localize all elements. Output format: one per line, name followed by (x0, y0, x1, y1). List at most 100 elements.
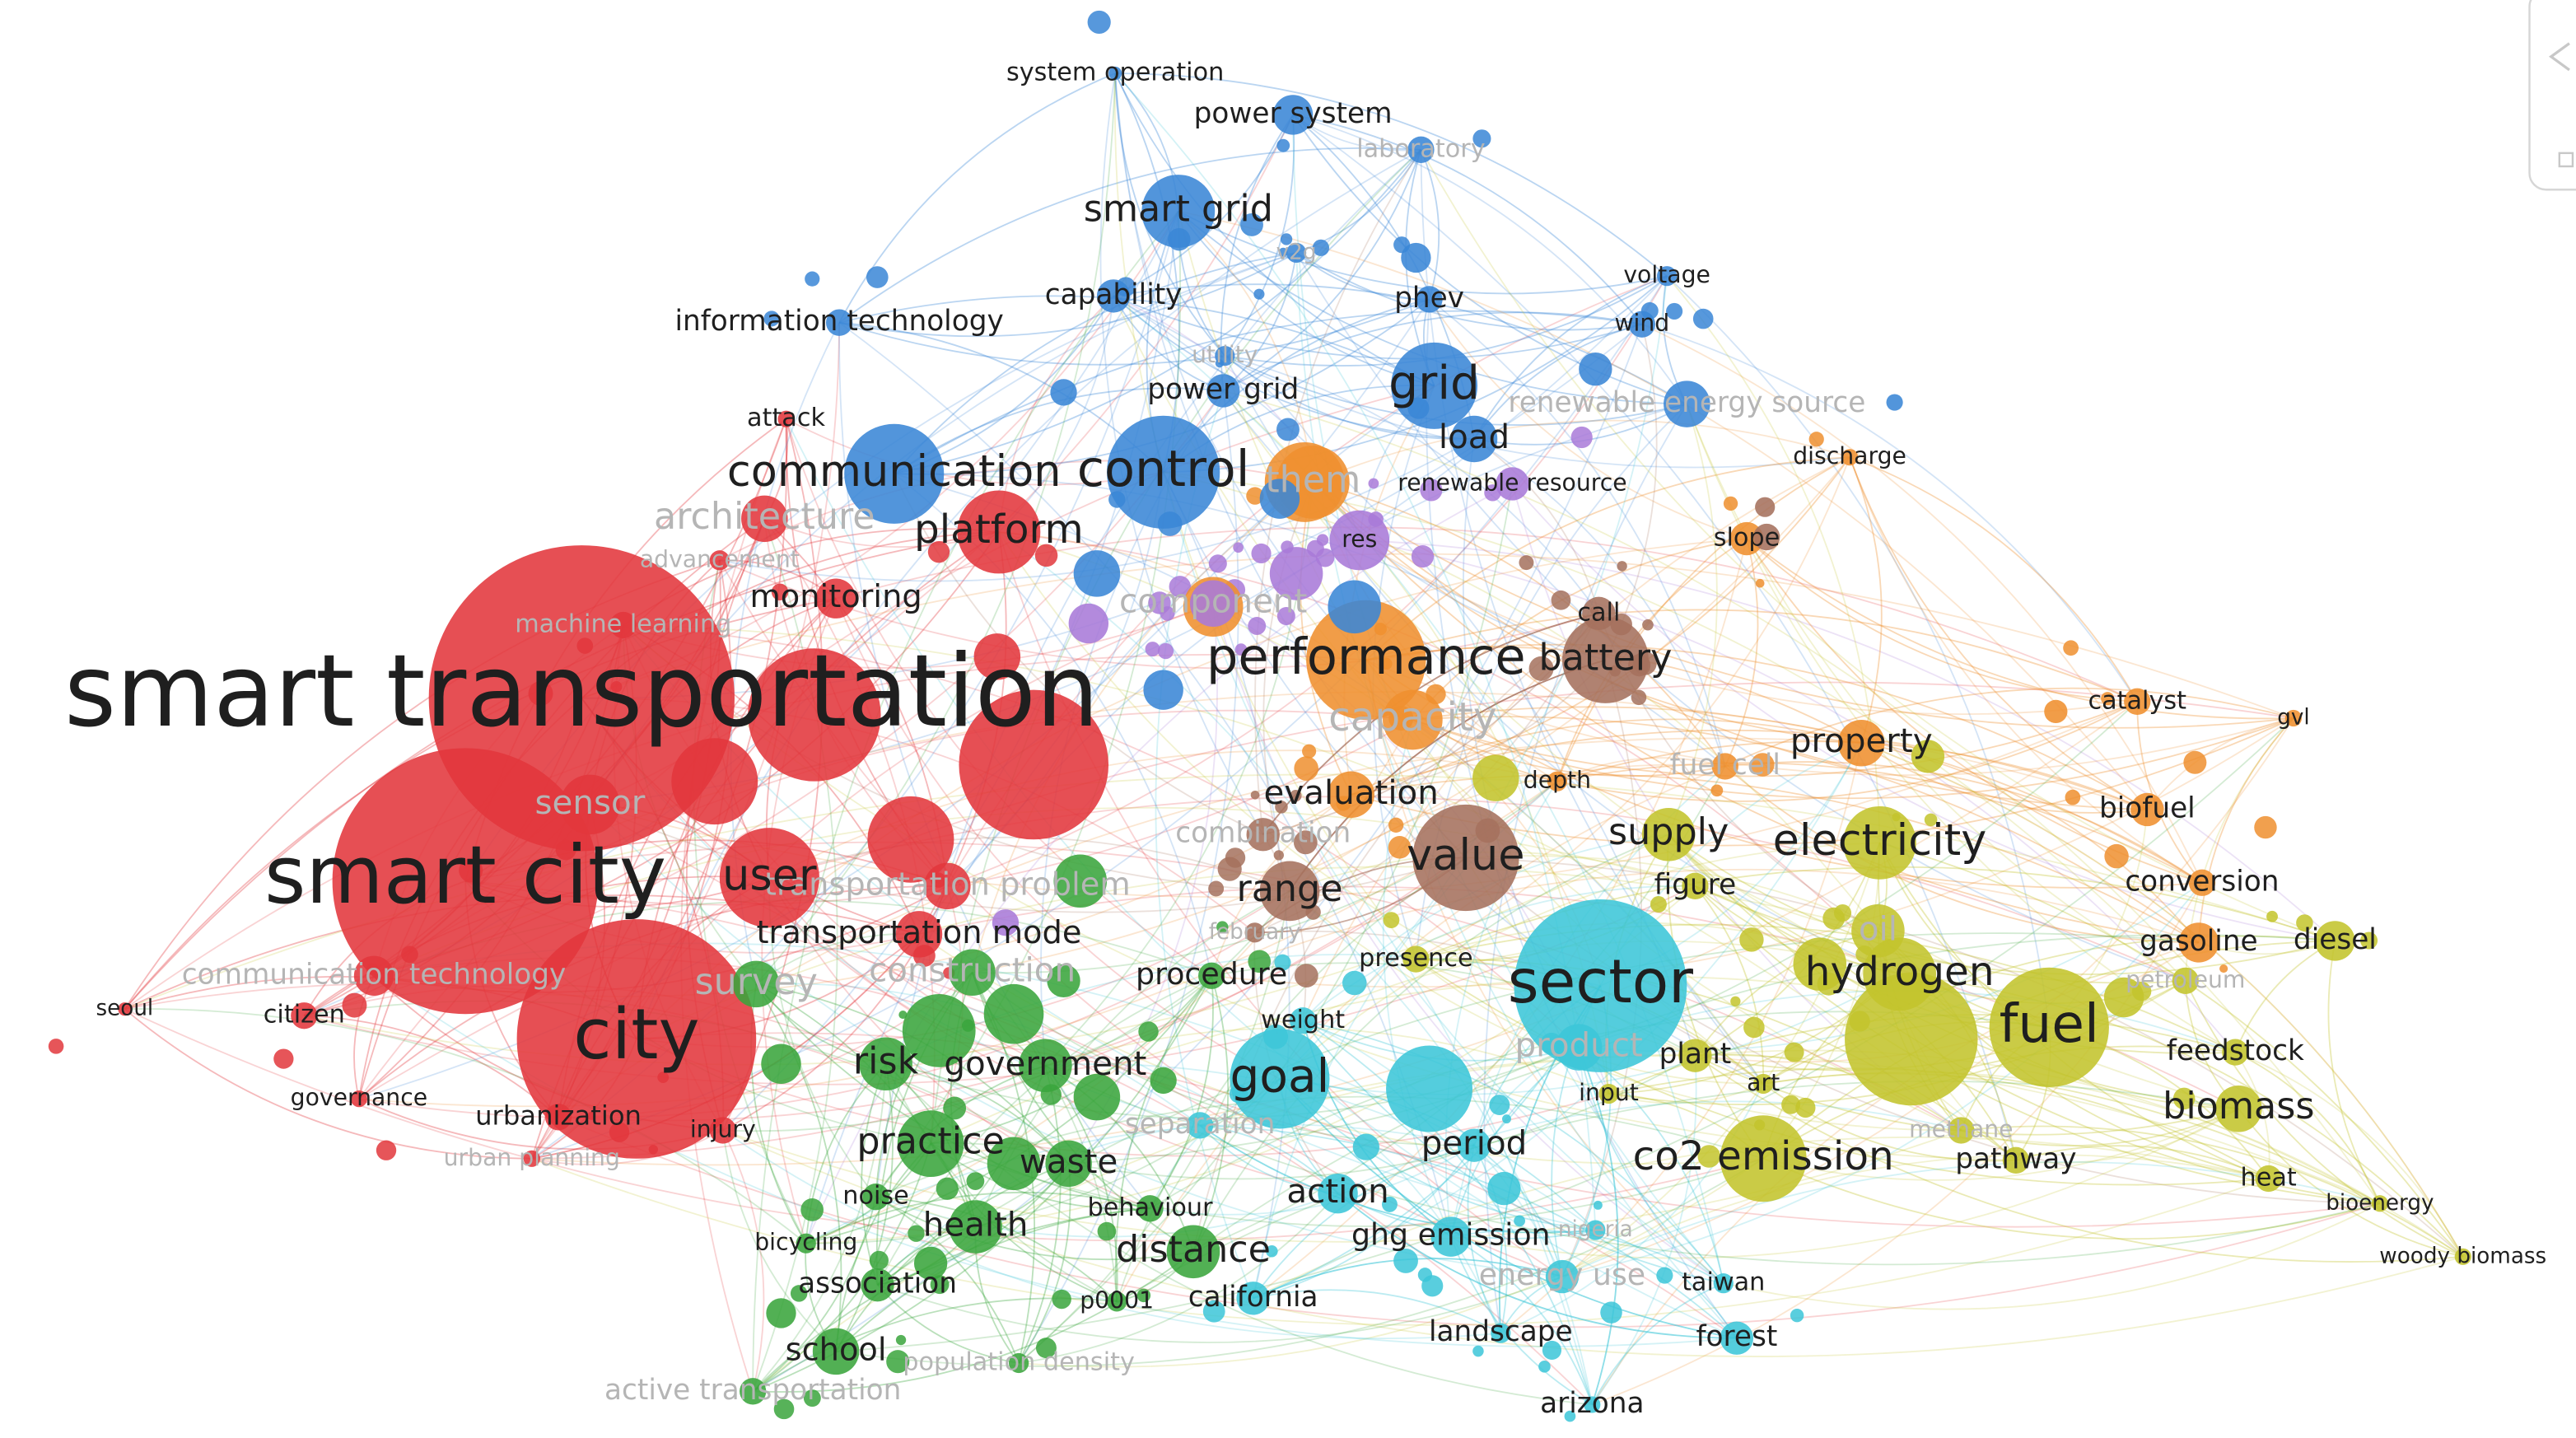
node-label: action (1286, 1172, 1388, 1211)
edge (1860, 742, 2148, 814)
edge (1578, 1046, 1724, 1284)
node-label: energy use (1479, 1257, 1645, 1292)
edge (1412, 716, 2200, 944)
node-circle (1318, 1173, 1358, 1214)
edge (721, 1130, 837, 1352)
node-circle (1312, 239, 1330, 256)
edge (1723, 1202, 2381, 1310)
edge (1695, 885, 2336, 975)
edge (1608, 1067, 2381, 1205)
edge (1365, 660, 1724, 1284)
node-circle (1034, 544, 1058, 567)
node-label: citizen (264, 1001, 345, 1029)
edge (836, 717, 2294, 1352)
panel-icon[interactable] (2558, 152, 2574, 168)
node-label: figure (1654, 868, 1737, 901)
edge (1849, 456, 2203, 884)
edge (805, 1192, 1150, 1244)
edge (785, 418, 1738, 1339)
edge (894, 149, 1422, 475)
node-circle (2124, 688, 2151, 715)
edge (1668, 404, 1718, 835)
node-label: property (1790, 721, 1933, 760)
edge (1668, 833, 1900, 975)
edge (1449, 1046, 1580, 1237)
node-circle (1628, 310, 1655, 338)
edge (1473, 438, 1600, 614)
edge (930, 1142, 1764, 1227)
node-circle (2104, 843, 2129, 869)
node-circle (1329, 510, 1390, 571)
node-circle (869, 1250, 889, 1271)
node-label: distance (1116, 1229, 1271, 1271)
node-circle (1383, 689, 1443, 750)
node-circle (1911, 740, 1945, 773)
edge (358, 931, 1256, 1119)
node-circle (1412, 804, 1519, 912)
node-circle (1240, 212, 1263, 236)
node-circle (805, 271, 820, 287)
edge (861, 1063, 887, 1286)
edge (785, 418, 1212, 977)
edge (1044, 1064, 2381, 1266)
node-circle (2360, 931, 2378, 950)
node-label: co2 emission (1633, 1133, 1894, 1179)
node-circle (1107, 1291, 1127, 1312)
node-circle (1216, 921, 1229, 933)
node-circle (1050, 379, 1077, 406)
node-label: urbanization (475, 1100, 642, 1131)
node-circle (1430, 1216, 1471, 1257)
edge (1200, 1124, 1738, 1339)
node-circle (1169, 576, 1191, 598)
edge (2015, 1145, 2270, 1179)
node-label: smart transportation (64, 633, 1099, 749)
node-label: evaluation (1264, 773, 1439, 812)
edge (1178, 210, 1435, 387)
edge (1556, 757, 1725, 782)
panel-collapse-icon[interactable] (2548, 42, 2570, 72)
node-circle (812, 1328, 860, 1375)
edge (1302, 1020, 1594, 1405)
node-circle (709, 1117, 737, 1144)
node-label: city (573, 993, 700, 1075)
node-circle (2103, 977, 2144, 1018)
edge (1467, 1145, 1502, 1334)
node-circle (1833, 903, 1852, 922)
node-label: gasoline (2140, 925, 2258, 958)
node-circle (1248, 617, 1267, 635)
edge (636, 1032, 1738, 1339)
edge (1312, 481, 2294, 729)
node-layer (48, 10, 2471, 1422)
node-circle (1421, 1275, 1444, 1297)
node-label: attack (747, 404, 825, 432)
edge (1694, 930, 1878, 1057)
node-circle (1246, 487, 1264, 505)
node-circle (1564, 1410, 1576, 1422)
node-circle (1851, 904, 1905, 958)
side-panel[interactable] (2528, 0, 2576, 191)
edge (838, 295, 1435, 387)
node-circle (1723, 496, 1738, 511)
node-label: arizona (1540, 1387, 1644, 1420)
edge (1666, 275, 2051, 1028)
edge (1337, 1193, 1737, 1339)
node-circle (1274, 954, 1291, 971)
node-circle (1280, 233, 1293, 245)
node-circle (1420, 479, 1443, 502)
node-circle (1097, 1221, 1117, 1241)
node-circle (1600, 1301, 1622, 1324)
node-circle (924, 862, 971, 910)
node-circle (2371, 1195, 2388, 1212)
node-circle (1641, 807, 1696, 861)
edge (1591, 1282, 1724, 1405)
panel-frame[interactable] (2528, 0, 2576, 191)
node-label: transportation problem (764, 866, 1131, 903)
node-label: voltage (1623, 261, 1710, 288)
edge (1222, 390, 1606, 661)
node-circle (1388, 836, 1412, 859)
node-circle (1472, 754, 1519, 801)
edge (1253, 1289, 1501, 1334)
node-circle (1528, 656, 1554, 681)
node-circle (1290, 1007, 1317, 1034)
edge (875, 1196, 1118, 1302)
